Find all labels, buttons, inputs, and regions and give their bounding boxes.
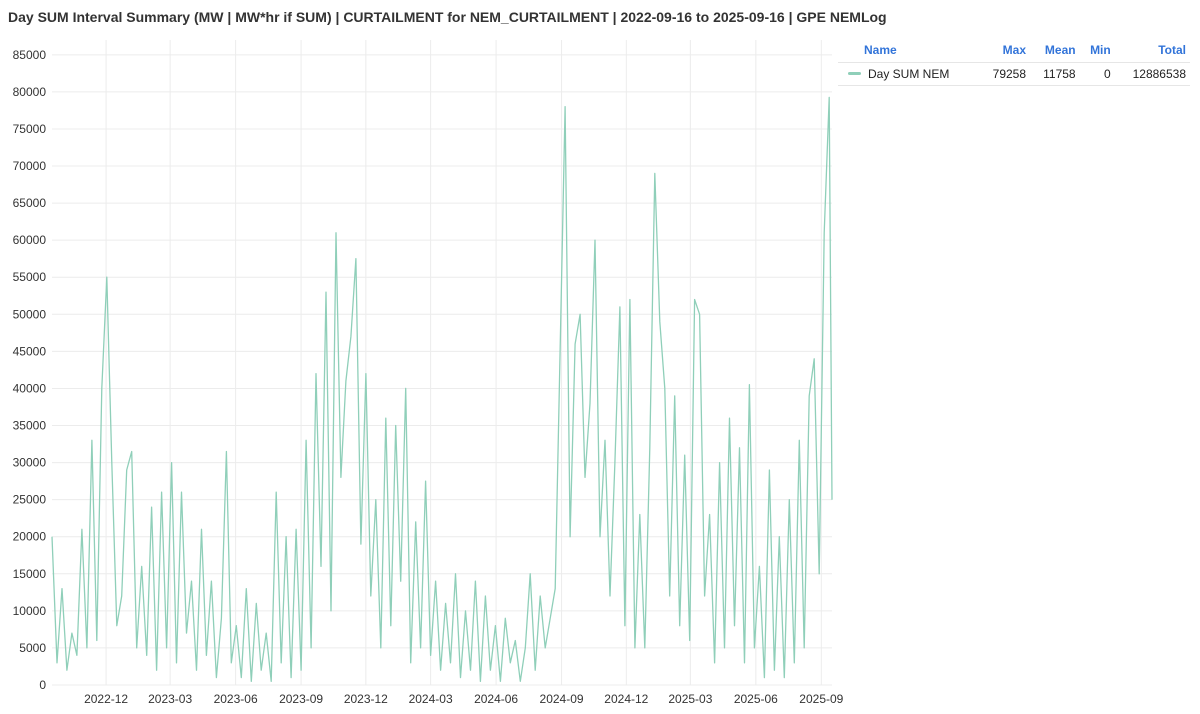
- x-tick-label: 2023-09: [279, 692, 323, 706]
- y-tick-label: 75000: [13, 122, 47, 136]
- y-tick-label: 40000: [13, 381, 47, 395]
- y-tick-label: 35000: [13, 419, 47, 433]
- legend-row-day-sum-nem[interactable]: Day SUM NEM 79258 11758 0 12886538: [838, 62, 1190, 86]
- x-tick-label: 2024-12: [604, 692, 648, 706]
- legend-header-max[interactable]: Max: [1002, 43, 1027, 57]
- y-tick-label: 85000: [13, 48, 47, 62]
- y-tick-label: 55000: [13, 270, 47, 284]
- y-tick-label: 5000: [19, 641, 46, 655]
- panel-title: Day SUM Interval Summary (MW | MW*hr if …: [8, 9, 887, 25]
- chart-series: [51, 96, 833, 682]
- y-tick-label: 65000: [13, 196, 47, 210]
- legend-series-name[interactable]: Day SUM NEM: [868, 67, 950, 81]
- x-tick-label: 2023-06: [214, 692, 258, 706]
- x-tick-label: 2022-12: [84, 692, 128, 706]
- x-tick-label: 2023-03: [148, 692, 192, 706]
- y-tick-label: 0: [39, 678, 46, 692]
- y-tick-label: 20000: [13, 530, 47, 544]
- legend-swatch-icon: [848, 71, 861, 75]
- y-tick-label: 50000: [13, 307, 47, 321]
- legend-header-name[interactable]: Name: [864, 43, 897, 57]
- y-tick-label: 80000: [13, 85, 47, 99]
- y-tick-label: 60000: [13, 233, 47, 247]
- legend-header-mean[interactable]: Mean: [1044, 43, 1076, 57]
- y-tick-label: 10000: [13, 604, 47, 618]
- y-tick-label: 45000: [13, 344, 47, 358]
- y-tick-label: 15000: [13, 567, 47, 581]
- y-tick-label: 25000: [13, 493, 47, 507]
- y-tick-label: 70000: [13, 159, 47, 173]
- legend-header-min[interactable]: Min: [1090, 43, 1111, 57]
- chart-grid: [52, 40, 832, 686]
- legend-table: Name Max Mean Min Total Day SUM NEM 7925…: [838, 40, 1190, 86]
- legend-header-total[interactable]: Total: [1158, 43, 1186, 57]
- x-tick-label: 2023-12: [344, 692, 388, 706]
- x-tick-label: 2024-06: [474, 692, 518, 706]
- legend-header-row: Name Max Mean Min Total: [838, 40, 1190, 63]
- x-tick-label: 2024-09: [540, 692, 584, 706]
- legend-total: 12886538: [1114, 62, 1190, 86]
- legend-min: 0: [1079, 62, 1115, 86]
- series-line-0[interactable]: [51, 96, 833, 682]
- x-tick-label: 2025-09: [799, 692, 843, 706]
- x-tick-label: 2025-06: [734, 692, 778, 706]
- legend-max: 79258: [979, 62, 1031, 86]
- x-tick-label: 2025-03: [668, 692, 712, 706]
- y-axis: 0 5000 10000 15000 20000 25000 30000 35000 40000…: [13, 48, 47, 692]
- x-axis: 2022-12 2023-03 2023-06 2023-09 2023-12 2024-…: [84, 692, 844, 706]
- legend-series-name-cell[interactable]: Day SUM NEM: [838, 62, 980, 86]
- y-tick-label: 30000: [13, 456, 47, 470]
- x-tick-label: 2024-03: [409, 692, 453, 706]
- legend-mean: 11758: [1030, 62, 1080, 86]
